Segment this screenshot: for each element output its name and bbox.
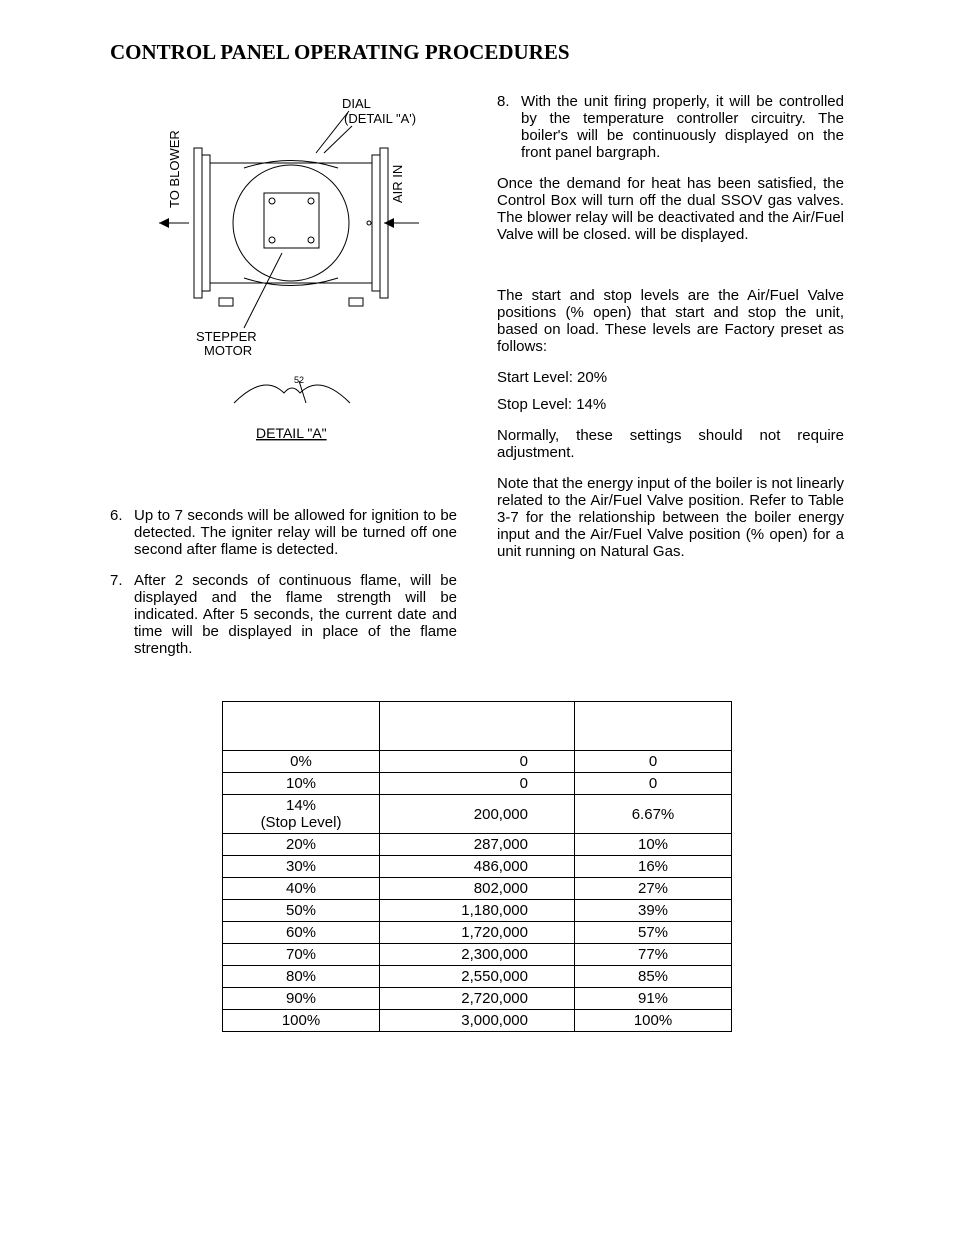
cell-valve-position: 10%	[223, 773, 380, 795]
cell-btu: 0	[380, 773, 575, 795]
cell-percent: 10%	[575, 834, 732, 856]
table-row: 50%1,180,00039%	[223, 900, 732, 922]
energy-input-table: 0%0010%0014% (Stop Level)200,0006.67%20%…	[222, 701, 732, 1032]
cell-percent: 27%	[575, 878, 732, 900]
cell-valve-position: 40%	[223, 878, 380, 900]
list-item-6: 6. Up to 7 seconds will be allowed for i…	[110, 507, 457, 558]
svg-text:(DETAIL "A'): (DETAIL "A')	[344, 111, 416, 126]
valve-figure: DIAL (DETAIL "A') TO BLOWER AIR IN	[110, 93, 457, 477]
paragraph: Once the demand for heat has been satisf…	[497, 175, 844, 243]
cell-valve-position: 20%	[223, 834, 380, 856]
list-item-7: 7. After 2 seconds of continuous flame, …	[110, 572, 457, 657]
svg-text:AIR IN: AIR IN	[390, 165, 405, 203]
table-row: 60%1,720,00057%	[223, 922, 732, 944]
svg-text:DIAL: DIAL	[342, 96, 371, 111]
cell-valve-position: 30%	[223, 856, 380, 878]
cell-btu: 2,300,000	[380, 944, 575, 966]
paragraph: Normally, these settings should not requ…	[497, 427, 844, 461]
table-row: 20%287,00010%	[223, 834, 732, 856]
cell-btu: 0	[380, 751, 575, 773]
cell-btu: 3,000,000	[380, 1010, 575, 1032]
cell-percent: 57%	[575, 922, 732, 944]
list-text: Up to 7 seconds will be allowed for igni…	[134, 507, 457, 558]
stop-level: Stop Level: 14%	[497, 396, 844, 413]
cell-percent: 39%	[575, 900, 732, 922]
list-number: 8.	[497, 93, 521, 161]
cell-btu: 287,000	[380, 834, 575, 856]
table-row: 10%00	[223, 773, 732, 795]
cell-percent: 16%	[575, 856, 732, 878]
cell-percent: 77%	[575, 944, 732, 966]
start-level: Start Level: 20%	[497, 369, 844, 386]
list-number: 6.	[110, 507, 134, 558]
svg-text:52: 52	[294, 375, 304, 385]
table-row: 14% (Stop Level)200,0006.67%	[223, 795, 732, 834]
cell-btu: 2,720,000	[380, 988, 575, 1010]
cell-btu: 2,550,000	[380, 966, 575, 988]
cell-valve-position: 60%	[223, 922, 380, 944]
cell-btu: 802,000	[380, 878, 575, 900]
cell-percent: 85%	[575, 966, 732, 988]
cell-valve-position: 70%	[223, 944, 380, 966]
cell-percent: 0	[575, 773, 732, 795]
table-row: 80%2,550,00085%	[223, 966, 732, 988]
cell-percent: 91%	[575, 988, 732, 1010]
cell-valve-position: 14% (Stop Level)	[223, 795, 380, 834]
cell-btu: 1,180,000	[380, 900, 575, 922]
level-settings: Start Level: 20% Stop Level: 14%	[497, 369, 844, 413]
svg-text:STEPPER: STEPPER	[196, 329, 257, 344]
cell-percent: 0	[575, 751, 732, 773]
page-title: CONTROL PANEL OPERATING PROCEDURES	[110, 40, 844, 65]
svg-text:TO BLOWER: TO BLOWER	[167, 130, 182, 208]
left-column: DIAL (DETAIL "A') TO BLOWER AIR IN	[110, 93, 457, 671]
paragraph: The start and stop levels are the Air/Fu…	[497, 287, 844, 355]
cell-percent: 100%	[575, 1010, 732, 1032]
table-header	[380, 702, 575, 751]
table-row: 0%00	[223, 751, 732, 773]
svg-text:MOTOR: MOTOR	[204, 343, 252, 358]
table-header-row	[223, 702, 732, 751]
cell-valve-position: 0%	[223, 751, 380, 773]
cell-valve-position: 50%	[223, 900, 380, 922]
table-row: 30%486,00016%	[223, 856, 732, 878]
list-text: With the unit firing properly, it will b…	[521, 93, 844, 161]
table-row: 100%3,000,000100%	[223, 1010, 732, 1032]
cell-btu: 486,000	[380, 856, 575, 878]
list-text: After 2 seconds of continuous flame, wil…	[134, 572, 457, 657]
cell-btu: 200,000	[380, 795, 575, 834]
svg-text:DETAIL "A": DETAIL "A"	[256, 425, 327, 441]
cell-valve-position: 90%	[223, 988, 380, 1010]
right-column: 8. With the unit firing properly, it wil…	[497, 93, 844, 671]
cell-valve-position: 80%	[223, 966, 380, 988]
table-row: 40%802,00027%	[223, 878, 732, 900]
table-row: 90%2,720,00091%	[223, 988, 732, 1010]
two-column-layout: DIAL (DETAIL "A') TO BLOWER AIR IN	[110, 93, 844, 671]
valve-diagram-svg: DIAL (DETAIL "A') TO BLOWER AIR IN	[124, 93, 444, 473]
table-header	[575, 702, 732, 751]
list-item-8: 8. With the unit firing properly, it wil…	[497, 93, 844, 161]
cell-btu: 1,720,000	[380, 922, 575, 944]
cell-valve-position: 100%	[223, 1010, 380, 1032]
table-header	[223, 702, 380, 751]
paragraph: Note that the energy input of the boiler…	[497, 475, 844, 560]
cell-percent: 6.67%	[575, 795, 732, 834]
list-number: 7.	[110, 572, 134, 657]
table-row: 70%2,300,00077%	[223, 944, 732, 966]
